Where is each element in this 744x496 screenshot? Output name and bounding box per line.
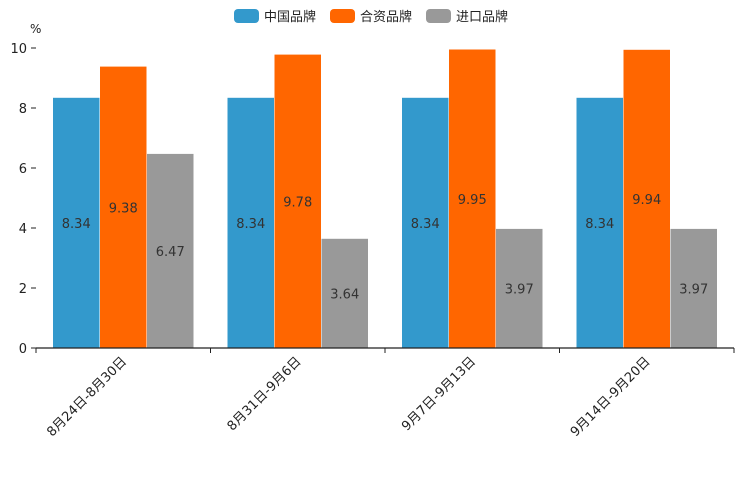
x-tick-label: 8月31日-9月6日 xyxy=(225,354,305,434)
y-tick-label: 0 xyxy=(19,342,27,357)
bar[interactable] xyxy=(100,66,147,348)
x-axis: 8月24日-8月30日 8月31日-9月6日 9月7日-9月13日 9月14日-9月2… xyxy=(35,347,735,440)
bar[interactable] xyxy=(321,238,369,348)
bar[interactable] xyxy=(576,97,624,348)
bar[interactable] xyxy=(623,49,671,349)
bar[interactable] xyxy=(402,97,449,348)
x-tick-label: 9月14日-9月20日 xyxy=(568,354,654,440)
y-tick-label: 6 xyxy=(19,162,27,177)
bar-value-label: 9.38 xyxy=(109,201,138,216)
legend-swatch[interactable] xyxy=(426,9,451,23)
y-unit-label: % xyxy=(30,22,41,36)
x-tick-label: 8月24日-8月30日 xyxy=(44,354,130,440)
bar-value-label: 9.78 xyxy=(283,195,312,210)
bar-value-label: 6.47 xyxy=(156,245,185,260)
legend: 中国品牌 合资品牌 进口品牌 xyxy=(234,9,508,25)
bar-value-label: 3.97 xyxy=(505,282,534,297)
bar[interactable] xyxy=(670,228,718,348)
y-axis: 0 2 4 6 8 10 xyxy=(10,42,36,357)
bar[interactable] xyxy=(53,97,100,348)
legend-label[interactable]: 进口品牌 xyxy=(456,9,508,25)
bar-value-label: 8.34 xyxy=(62,217,91,232)
legend-swatch[interactable] xyxy=(330,9,355,23)
bar-value-label: 9.95 xyxy=(458,193,487,208)
y-tick-label: 8 xyxy=(19,102,27,117)
y-tick-label: 10 xyxy=(10,42,27,57)
bar[interactable] xyxy=(274,54,322,348)
bar-value-label: 3.64 xyxy=(330,287,359,302)
legend-label[interactable]: 合资品牌 xyxy=(360,9,412,25)
bar[interactable] xyxy=(496,228,543,348)
x-tick-label: 9月7日-9月13日 xyxy=(399,354,479,434)
legend-label[interactable]: 中国品牌 xyxy=(264,9,316,25)
legend-swatch[interactable] xyxy=(234,9,259,23)
y-tick-label: 2 xyxy=(19,282,27,297)
bars: 8.34 9.38 6.47 8.34 9.78 3.64 8.34 9.95 3.97 8.34… xyxy=(53,49,718,349)
bar[interactable] xyxy=(449,49,496,349)
bar[interactable] xyxy=(227,97,275,348)
bar-value-label: 8.34 xyxy=(411,217,440,232)
bar-value-label: 8.34 xyxy=(585,217,614,232)
bar-value-label: 8.34 xyxy=(236,217,265,232)
bar-value-label: 3.97 xyxy=(679,282,708,297)
bar-value-label: 9.94 xyxy=(632,193,661,208)
bar[interactable] xyxy=(147,153,194,348)
y-tick-label: 4 xyxy=(19,222,27,237)
